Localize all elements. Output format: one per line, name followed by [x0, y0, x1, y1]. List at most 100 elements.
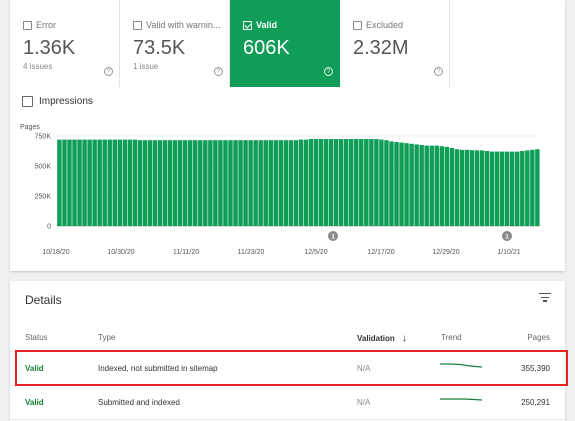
- bar: [444, 146, 450, 226]
- bar: [439, 146, 445, 226]
- annotation-label: 1: [331, 234, 335, 241]
- bar: [102, 139, 107, 226]
- bar: [308, 139, 314, 226]
- tile-label: Excluded: [366, 20, 404, 30]
- details-title: Details: [25, 293, 62, 307]
- bar: [72, 139, 77, 226]
- bar: [354, 139, 359, 226]
- bar: [228, 140, 233, 226]
- tile-error[interactable]: Error 1.36K 4 issues ?: [10, 0, 120, 87]
- bar: [152, 140, 158, 226]
- col-status: Status: [25, 333, 48, 342]
- col-pages: Pages: [527, 333, 550, 342]
- tile-valid[interactable]: Valid 606K ?: [230, 0, 340, 87]
- tile-label: Valid with warnin...: [146, 20, 221, 30]
- bar: [530, 149, 535, 226]
- help-icon[interactable]: ?: [104, 67, 113, 76]
- bar: [494, 151, 500, 226]
- bar: [117, 139, 123, 226]
- bar: [62, 139, 67, 226]
- annotation-label: 1: [505, 234, 509, 241]
- excluded-checkbox[interactable]: [353, 20, 362, 30]
- valid-checkbox[interactable]: [243, 20, 252, 30]
- impressions-checkbox[interactable]: [22, 96, 33, 107]
- status-tiles: Error 1.36K 4 issues ? Valid with warnin…: [10, 0, 565, 87]
- filter-icon[interactable]: [539, 293, 551, 303]
- y-tick-label: 750K: [35, 134, 52, 141]
- bar: [223, 140, 228, 226]
- bar: [218, 140, 223, 226]
- impressions-label: Impressions: [39, 96, 93, 107]
- bar: [142, 140, 148, 226]
- error-checkbox[interactable]: [23, 20, 32, 30]
- tile-value: 1.36K: [23, 37, 76, 59]
- bar: [343, 139, 349, 226]
- bar: [364, 139, 369, 226]
- col-validation[interactable]: Validation ↓: [357, 333, 407, 344]
- bar: [333, 139, 339, 226]
- bar: [459, 149, 465, 226]
- bar: [137, 140, 143, 226]
- bar: [510, 151, 515, 226]
- bar: [92, 139, 97, 226]
- bar: [258, 140, 263, 226]
- bar: [177, 140, 183, 226]
- bar: [243, 140, 248, 226]
- bar: [384, 140, 389, 226]
- x-tick-label: 1/10/21: [497, 249, 520, 256]
- help-icon[interactable]: ?: [324, 67, 333, 76]
- impressions-toggle[interactable]: Impressions: [22, 96, 93, 107]
- tile-valid-with-warnings[interactable]: Valid with warnin... 73.5K 1 issue ?: [120, 0, 230, 87]
- bar: [233, 140, 238, 226]
- annotation-marker: [502, 231, 512, 241]
- bar: [379, 139, 384, 226]
- bar: [474, 150, 480, 226]
- bar: [449, 148, 455, 226]
- help-icon[interactable]: ?: [214, 67, 223, 76]
- bar: [248, 140, 253, 226]
- bar: [489, 151, 495, 226]
- bar: [107, 139, 112, 226]
- trend-sparkline: [440, 398, 482, 401]
- bar: [208, 140, 213, 226]
- bar: [263, 140, 268, 226]
- tile-value: 606K: [243, 37, 290, 59]
- row-status: Valid: [25, 364, 44, 373]
- bar: [82, 139, 87, 226]
- table-row[interactable]: Valid Indexed, not submitted in sitemap …: [10, 353, 565, 385]
- bar: [469, 150, 475, 226]
- bar: [349, 139, 354, 226]
- bar: [535, 149, 540, 226]
- bar: [198, 140, 203, 226]
- tile-excluded[interactable]: Excluded 2.32M ?: [340, 0, 450, 87]
- x-tick-label: 10/18/20: [42, 249, 69, 256]
- bar: [515, 151, 520, 226]
- tile-sub: 1 issue: [133, 62, 159, 71]
- bar: [374, 139, 379, 226]
- bar: [253, 140, 258, 226]
- table-row[interactable]: Valid Submitted and indexed N/A 250,291: [10, 387, 565, 419]
- bar: [389, 141, 394, 226]
- tile-value: 2.32M: [353, 37, 409, 59]
- bar: [419, 145, 424, 226]
- annotation-marker: [328, 231, 338, 241]
- bar: [203, 140, 208, 226]
- bar: [404, 143, 409, 226]
- bar: [338, 139, 344, 226]
- warning-checkbox[interactable]: [133, 20, 142, 30]
- x-tick-label: 12/5/20: [304, 249, 327, 256]
- x-tick-label: 10/30/20: [107, 249, 134, 256]
- bar: [298, 139, 304, 226]
- bar: [122, 139, 128, 226]
- bar: [520, 151, 525, 226]
- bar: [409, 143, 414, 226]
- help-icon[interactable]: ?: [434, 67, 443, 76]
- bar: [97, 139, 102, 226]
- x-tick-label: 11/11/20: [173, 249, 199, 256]
- bar: [288, 140, 294, 226]
- sort-arrow-icon[interactable]: ↓: [402, 333, 408, 344]
- bar: [424, 145, 429, 226]
- bar: [273, 140, 278, 226]
- bar: [499, 151, 505, 226]
- bar: [182, 140, 188, 226]
